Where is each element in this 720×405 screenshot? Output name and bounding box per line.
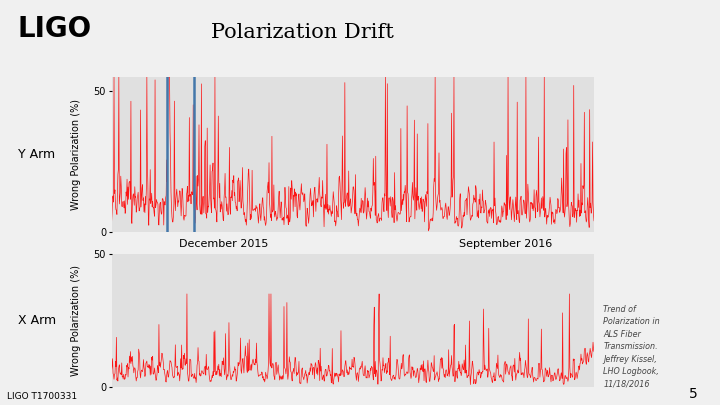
Text: LIGO: LIGO <box>18 15 92 43</box>
Text: Polarization Drift: Polarization Drift <box>211 23 394 42</box>
Text: September 2016: September 2016 <box>459 239 552 249</box>
Text: Trend of
Polarization in
ALS Fiber
Transmission.
Jeffrey Kissel,
LHO Logbook,
11: Trend of Polarization in ALS Fiber Trans… <box>603 305 660 389</box>
Text: December 2015: December 2015 <box>179 239 269 249</box>
Text: Wrong Polarization (%): Wrong Polarization (%) <box>71 265 81 376</box>
Text: LIGO T1700331: LIGO T1700331 <box>7 392 77 401</box>
Bar <box>167 74 194 237</box>
Text: Y Arm: Y Arm <box>18 148 55 161</box>
Text: Wrong Polarization (%): Wrong Polarization (%) <box>71 99 81 210</box>
Text: X Arm: X Arm <box>18 314 56 327</box>
Text: 5: 5 <box>689 387 698 401</box>
